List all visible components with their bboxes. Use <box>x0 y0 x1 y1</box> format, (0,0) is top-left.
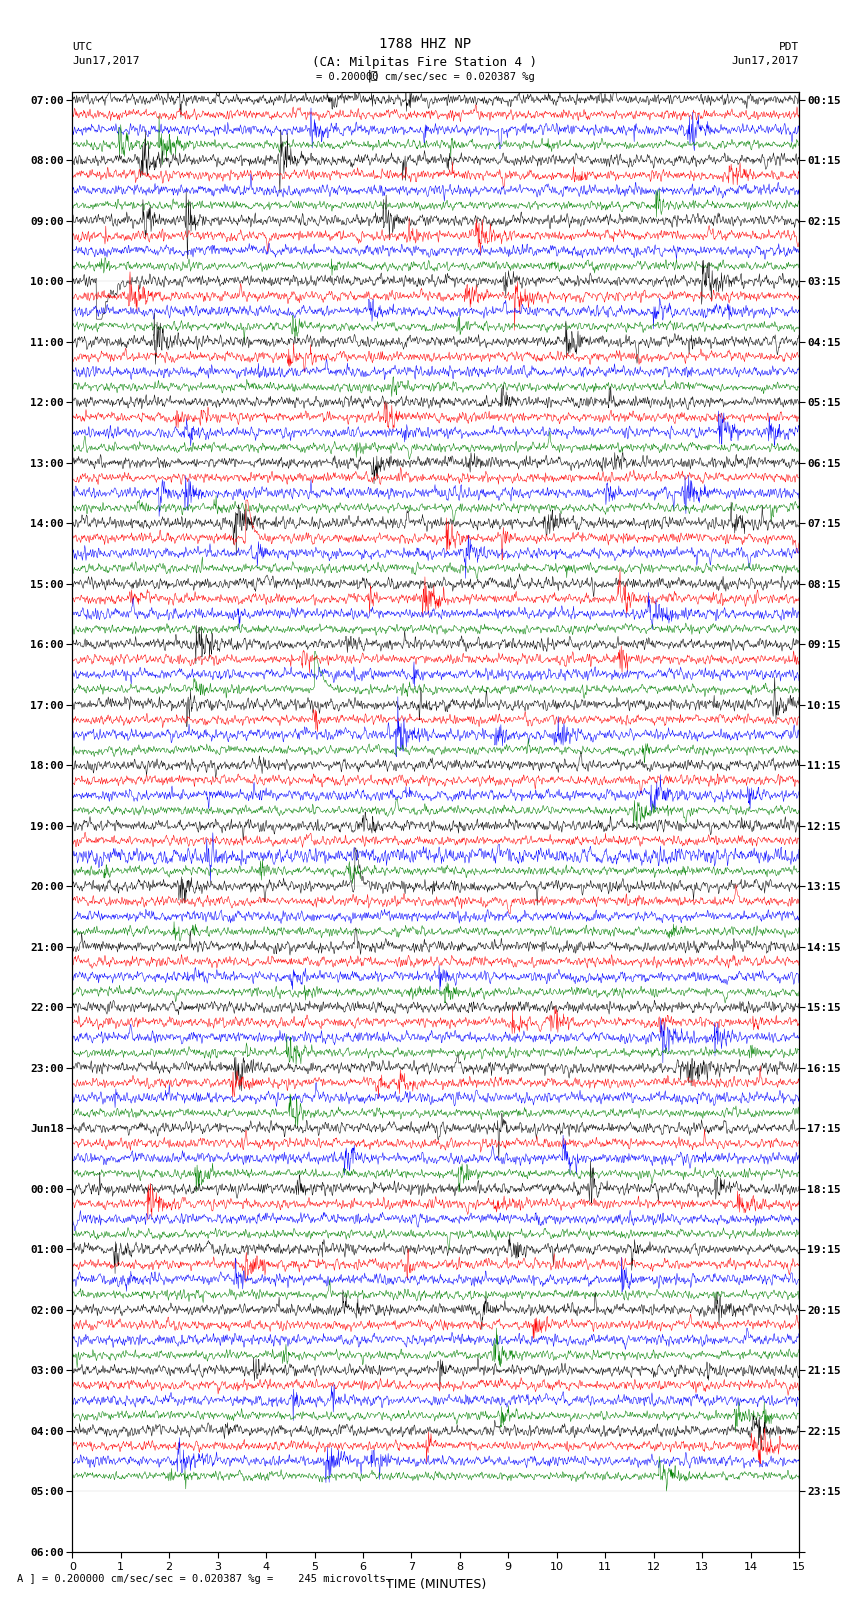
Text: Jun17,2017: Jun17,2017 <box>732 56 799 66</box>
Text: Jun17,2017: Jun17,2017 <box>72 56 139 66</box>
Text: A ] = 0.200000 cm/sec/sec = 0.020387 %g =    245 microvolts.: A ] = 0.200000 cm/sec/sec = 0.020387 %g … <box>17 1574 392 1584</box>
Text: |: | <box>366 69 373 82</box>
Text: UTC: UTC <box>72 42 93 52</box>
Text: 1788 HHZ NP: 1788 HHZ NP <box>379 37 471 50</box>
Text: ⎯: ⎯ <box>371 71 377 81</box>
X-axis label: TIME (MINUTES): TIME (MINUTES) <box>386 1578 485 1590</box>
Text: PDT: PDT <box>779 42 799 52</box>
Text: = 0.200000 cm/sec/sec = 0.020387 %g: = 0.200000 cm/sec/sec = 0.020387 %g <box>315 73 535 82</box>
Text: (CA: Milpitas Fire Station 4 ): (CA: Milpitas Fire Station 4 ) <box>313 55 537 69</box>
